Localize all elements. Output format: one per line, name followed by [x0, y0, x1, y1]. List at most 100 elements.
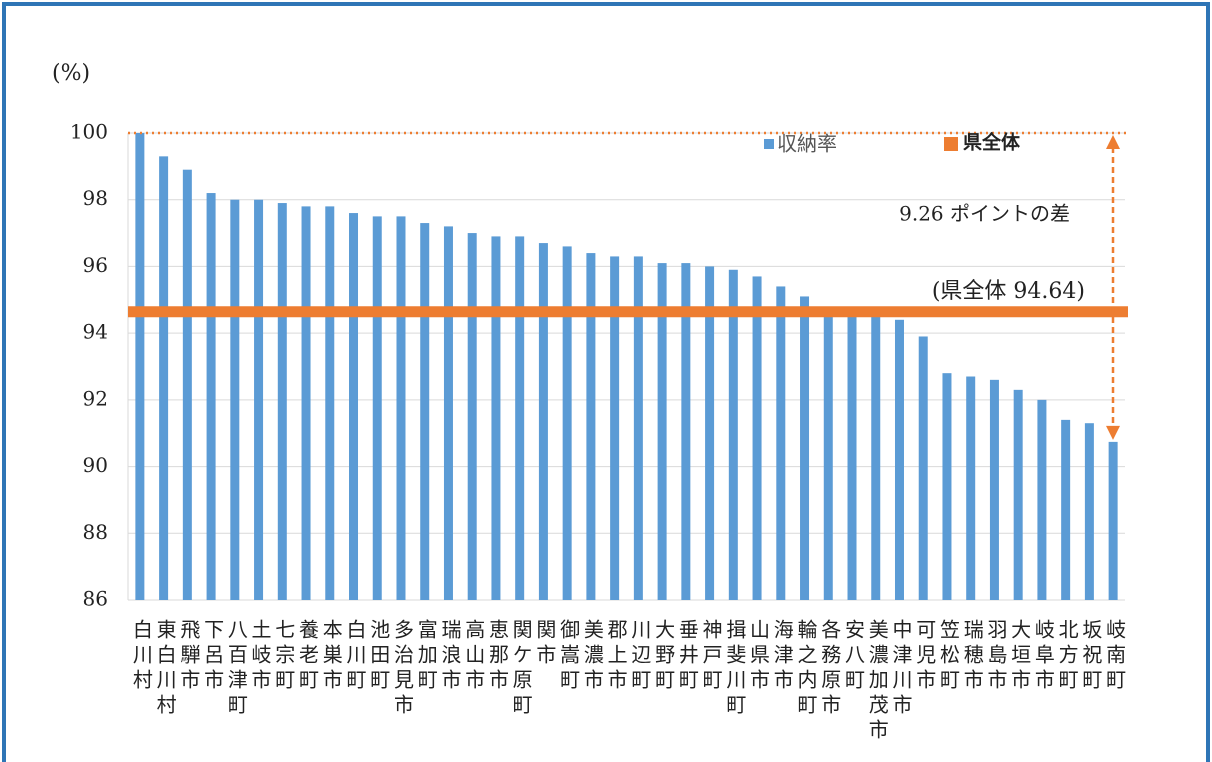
x-tick-label: 中津川市 [889, 619, 913, 719]
legend-swatch [764, 139, 774, 149]
x-tick-label: 高山市 [462, 619, 486, 694]
bar [1061, 419, 1071, 600]
x-tick-label: 坂祝町 [1079, 619, 1103, 694]
x-tick-label: 恵那市 [485, 619, 509, 694]
y-tick-label: 92 [83, 386, 108, 410]
y-tick-label: 98 [83, 186, 108, 210]
x-tick-label: 羽島市 [984, 619, 1008, 694]
bar [776, 286, 786, 600]
x-tick-label: 各務原市 [818, 619, 842, 719]
bar [325, 206, 335, 600]
x-tick-label: 海津市 [770, 619, 794, 694]
x-tick-label: 岐南町 [1103, 619, 1127, 694]
x-tick-label: 垂井町 [675, 619, 699, 694]
bar [918, 336, 928, 600]
bar [752, 276, 762, 600]
x-tick-label: 白川村 [129, 619, 153, 694]
x-tick-label: 瑞穂市 [960, 619, 984, 694]
x-tick-label: 川辺町 [628, 619, 652, 694]
bar [515, 236, 525, 600]
x-tick-label: 白川町 [343, 619, 367, 694]
x-tick-label: 富加町 [414, 619, 438, 694]
y-tick-label: 86 [83, 587, 108, 611]
x-tick-label: 八百津町 [224, 619, 248, 719]
bar [871, 316, 881, 600]
legend-label: 県全体 [963, 131, 1021, 154]
bar [728, 269, 738, 600]
x-tick-label: 可児市 [913, 619, 937, 694]
bar [372, 216, 382, 600]
bar [1084, 423, 1094, 600]
bar [277, 203, 287, 601]
bar [182, 169, 192, 600]
x-tick-label: 池田町 [367, 619, 391, 694]
legend-label: 収納率 [777, 132, 837, 156]
x-tick-label: 東白川村 [153, 619, 177, 719]
arrow-head [1106, 425, 1120, 440]
bar [894, 319, 904, 600]
bar [1013, 389, 1023, 600]
y-tick-label: 94 [83, 320, 108, 344]
unit-label: (%) [52, 61, 90, 86]
x-tick-label: 岐阜市 [1031, 619, 1055, 694]
bar [159, 156, 169, 600]
y-tick-label: 100 [70, 120, 108, 144]
reference-label: (県全体 94.64) [932, 279, 1085, 304]
bar [705, 266, 715, 600]
x-tick-label: 笠松町 [936, 619, 960, 694]
x-tick-label: 瑞浪市 [438, 619, 462, 694]
x-tick-label: 北方町 [1055, 619, 1079, 694]
bar [1108, 441, 1118, 600]
x-tick-label: 美濃加茂市 [865, 619, 889, 744]
bar [443, 226, 453, 600]
bar [562, 246, 572, 600]
bar [847, 316, 857, 600]
x-tick-label: 御嵩町 [557, 619, 581, 694]
x-tick-label: 大野町 [652, 619, 676, 694]
bar [586, 253, 596, 601]
bar [467, 233, 477, 601]
bar [349, 213, 359, 601]
x-tick-label: 多治見市 [390, 619, 414, 719]
bar [823, 316, 833, 600]
y-tick-label: 88 [83, 520, 108, 544]
bar [538, 243, 548, 601]
bar [657, 263, 667, 600]
x-tick-label: 美濃市 [580, 619, 604, 694]
bar [206, 193, 216, 601]
bar [681, 263, 691, 600]
bar [420, 223, 430, 601]
bar [135, 133, 145, 600]
x-tick-label: 輪之内町 [794, 619, 818, 719]
x-tick-label: 養老町 [296, 619, 320, 694]
x-tick-label: 関市 [533, 619, 557, 669]
x-tick-label: 神戸町 [699, 619, 723, 694]
y-tick-label: 96 [83, 253, 108, 277]
y-tick-label: 90 [83, 453, 108, 477]
bar [301, 206, 311, 600]
bar [610, 256, 620, 600]
x-tick-label: 郡上市 [604, 619, 628, 694]
bar [396, 216, 406, 600]
x-tick-label: 安八町 [842, 619, 866, 694]
bar [1037, 399, 1047, 600]
x-tick-label: 本巣市 [319, 619, 343, 694]
bar [989, 379, 999, 600]
difference-annotation: 9.26 ポイントの差 [899, 202, 1070, 226]
arrow-head [1106, 135, 1120, 149]
bar [966, 376, 976, 600]
x-tick-label: 揖斐川町 [723, 619, 747, 719]
x-tick-label: 関ケ原町 [509, 619, 533, 719]
bar [230, 199, 240, 600]
x-tick-label: 七宗町 [272, 619, 296, 694]
bar [254, 199, 264, 600]
x-tick-label: 飛騨市 [177, 619, 201, 694]
legend-swatch [944, 137, 958, 151]
x-tick-label: 山県市 [747, 619, 771, 694]
bar [633, 256, 643, 600]
x-tick-label: 下呂市 [201, 619, 225, 694]
x-tick-label: 大垣市 [1008, 619, 1032, 694]
bar [800, 296, 810, 600]
bar [491, 236, 501, 600]
